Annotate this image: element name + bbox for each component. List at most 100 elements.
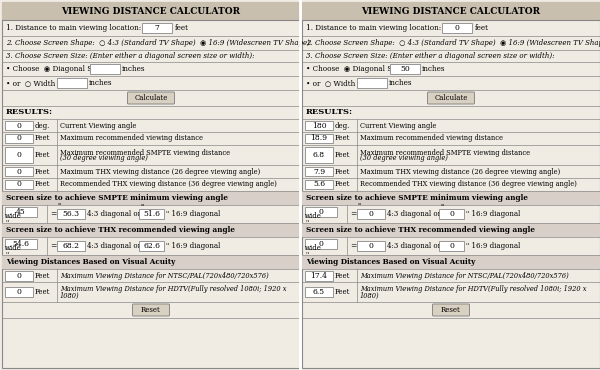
Bar: [305, 287, 333, 297]
Text: " 16:9 diagonal: " 16:9 diagonal: [166, 210, 220, 218]
Text: Viewing Distances Based on Visual Acuity: Viewing Distances Based on Visual Acuity: [306, 258, 475, 266]
Text: Maximum Viewing Distance for HDTV(Fully resolved 1080i; 1920 x: Maximum Viewing Distance for HDTV(Fully …: [360, 285, 587, 293]
Bar: [302, 2, 600, 368]
Text: 50: 50: [400, 65, 410, 73]
Bar: [57, 241, 85, 251]
Text: ": ": [440, 203, 443, 209]
Bar: [5, 270, 33, 280]
Text: 18.9: 18.9: [311, 135, 328, 142]
Text: " 16:9 diagonal: " 16:9 diagonal: [466, 210, 520, 218]
Text: 45: 45: [16, 208, 26, 216]
Text: 68.2: 68.2: [62, 242, 79, 250]
Bar: [305, 147, 333, 163]
Text: " 16:9 diagonal: " 16:9 diagonal: [466, 242, 520, 250]
Bar: [305, 180, 333, 189]
Text: Reset: Reset: [441, 306, 461, 314]
Text: 0: 0: [17, 121, 22, 130]
Text: 4:3 diagonal or: 4:3 diagonal or: [87, 210, 141, 218]
Text: Feet: Feet: [335, 272, 350, 279]
Bar: [305, 239, 337, 249]
Text: 0: 0: [368, 242, 373, 250]
Text: deg.: deg.: [35, 121, 50, 130]
Text: Reset: Reset: [141, 306, 161, 314]
Text: =: =: [350, 210, 356, 218]
Text: inches: inches: [89, 79, 113, 87]
Text: 6.5: 6.5: [313, 288, 325, 296]
Text: ": ": [5, 219, 8, 227]
Bar: [2, 2, 300, 368]
Text: Feet: Feet: [335, 168, 350, 175]
Bar: [357, 241, 385, 251]
Bar: [439, 209, 464, 219]
Text: Maximum recommended viewing distance: Maximum recommended viewing distance: [360, 135, 503, 142]
Text: 51.6: 51.6: [143, 210, 160, 218]
Text: 5.6: 5.6: [313, 181, 325, 188]
Text: Maximum Viewing Distance for NTSC/PAL(720x480/720x576): Maximum Viewing Distance for NTSC/PAL(72…: [60, 272, 269, 279]
Text: 4:3 diagonal or: 4:3 diagonal or: [87, 242, 141, 250]
Bar: [5, 239, 37, 249]
Text: 0: 0: [449, 210, 454, 218]
Text: RESULTS:: RESULTS:: [6, 108, 53, 117]
FancyBboxPatch shape: [433, 304, 470, 316]
FancyBboxPatch shape: [128, 92, 175, 104]
Bar: [5, 180, 33, 189]
Text: inches: inches: [422, 65, 445, 73]
Text: • or  ○ Width =: • or ○ Width =: [6, 79, 64, 87]
Bar: [305, 167, 333, 176]
Text: 0: 0: [319, 240, 323, 248]
Text: Maximum Viewing Distance for HDTV(Fully resolved 1080i; 1920 x: Maximum Viewing Distance for HDTV(Fully …: [60, 285, 287, 293]
Bar: [305, 207, 337, 217]
Text: Feet: Feet: [35, 181, 50, 188]
Bar: [5, 167, 33, 176]
Text: Calculate: Calculate: [434, 94, 467, 102]
Text: VIEWING DISTANCE CALCULATOR: VIEWING DISTANCE CALCULATOR: [62, 7, 241, 16]
Text: 0: 0: [449, 242, 454, 250]
Text: feet: feet: [475, 24, 489, 32]
Bar: [2, 255, 300, 269]
Text: 0: 0: [17, 135, 22, 142]
Bar: [5, 121, 33, 130]
Bar: [142, 23, 172, 33]
Bar: [139, 241, 164, 251]
Text: 1. Distance to main viewing location:: 1. Distance to main viewing location:: [6, 24, 141, 32]
Text: 62.6: 62.6: [143, 242, 160, 250]
Text: wide: wide: [305, 244, 322, 252]
Text: Feet: Feet: [335, 151, 350, 159]
Text: ": ": [5, 251, 8, 259]
Text: 54.6: 54.6: [13, 240, 29, 248]
Text: Current Viewing angle: Current Viewing angle: [360, 121, 436, 130]
Text: 3. Choose Screen Size: (Enter either a diagonal screen size or width):: 3. Choose Screen Size: (Enter either a d…: [6, 52, 254, 60]
Text: 4:3 diagonal or: 4:3 diagonal or: [387, 242, 441, 250]
Text: 0: 0: [455, 24, 460, 32]
Text: 7.9: 7.9: [313, 168, 325, 175]
Text: wide: wide: [5, 244, 22, 252]
Bar: [302, 255, 600, 269]
Text: 0: 0: [17, 272, 22, 279]
Text: deg.: deg.: [335, 121, 350, 130]
Text: ": ": [305, 219, 308, 227]
Text: Maximum recommended SMPTE viewing distance: Maximum recommended SMPTE viewing distan…: [60, 149, 230, 157]
Text: Recommended THX viewing distance (36 degree viewing angle): Recommended THX viewing distance (36 deg…: [60, 181, 277, 188]
Text: Feet: Feet: [335, 181, 350, 188]
Text: " 16:9 diagonal: " 16:9 diagonal: [166, 242, 220, 250]
Text: 1080): 1080): [360, 292, 380, 300]
Bar: [305, 121, 333, 130]
Bar: [57, 78, 87, 88]
Text: =: =: [50, 210, 56, 218]
Text: Feet: Feet: [35, 135, 50, 142]
Text: 7: 7: [155, 24, 160, 32]
Text: Feet: Feet: [35, 288, 50, 296]
Text: 0: 0: [17, 288, 22, 296]
Bar: [90, 64, 120, 74]
Text: • Choose  ◉ Diagonal Size =: • Choose ◉ Diagonal Size =: [306, 65, 411, 73]
Bar: [57, 209, 85, 219]
Text: 2. Choose Screen Shape:  ○ 4:3 (Standard TV Shape)  ◉ 16:9 (Widescreen TV Shape): 2. Choose Screen Shape: ○ 4:3 (Standard …: [306, 39, 600, 47]
Text: ": ": [140, 203, 143, 209]
Text: =: =: [50, 242, 56, 250]
Text: Maximum recommended viewing distance: Maximum recommended viewing distance: [60, 135, 203, 142]
Text: 2. Choose Screen Shape:  ○ 4:3 (Standard TV Shape)  ◉ 16:9 (Widescreen TV Shape): 2. Choose Screen Shape: ○ 4:3 (Standard …: [6, 39, 310, 47]
Bar: [357, 209, 385, 219]
Text: Feet: Feet: [35, 168, 50, 175]
Text: ": ": [57, 202, 60, 209]
Text: wide: wide: [5, 212, 22, 220]
